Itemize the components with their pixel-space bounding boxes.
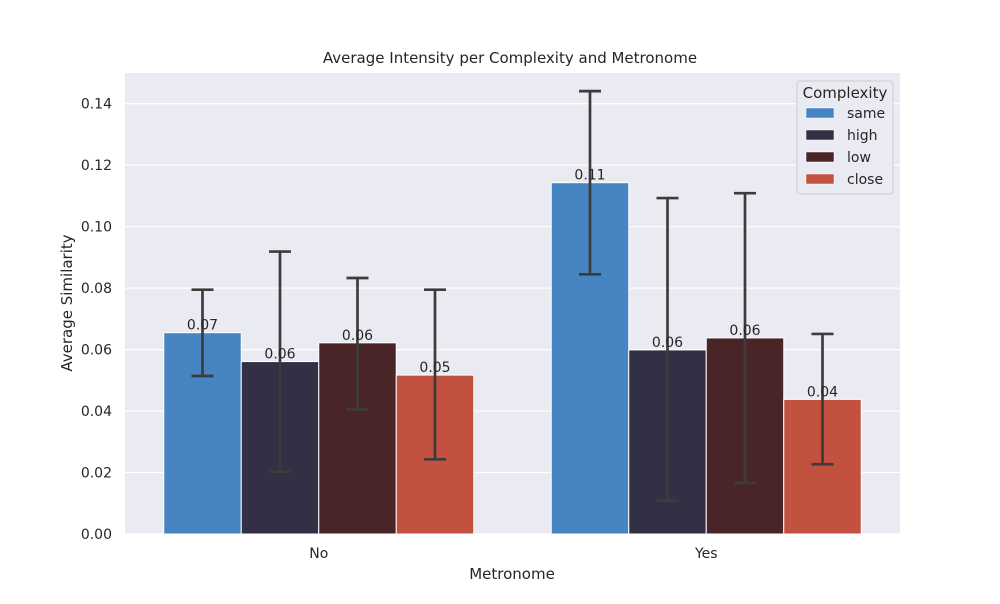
data-label: 0.06	[342, 328, 373, 344]
y-tick-label: 0.10	[81, 220, 112, 236]
legend-label: same	[847, 106, 885, 122]
data-label: 0.04	[807, 384, 838, 400]
y-tick-label: 0.14	[81, 97, 112, 113]
data-labels: 0.07 0.11 0.06 0.06 0.06 0.06 0.05 0.04	[187, 168, 838, 401]
y-tick-label: 0.12	[81, 158, 112, 174]
y-tick-label: 0.08	[81, 281, 112, 297]
x-axis-title: Metronome	[469, 565, 555, 583]
y-tick-label: 0.00	[81, 527, 112, 543]
y-axis-title: Average Similarity	[58, 234, 76, 371]
data-label: 0.06	[652, 335, 683, 351]
data-label: 0.05	[419, 360, 450, 376]
x-tick-label: No	[309, 546, 328, 562]
data-label: 0.11	[574, 168, 605, 184]
y-tick-label: 0.04	[81, 404, 112, 420]
data-label: 0.06	[729, 323, 760, 339]
bars	[163, 182, 862, 535]
y-tick-label: 0.06	[81, 343, 112, 359]
x-axis-ticks: No Yes	[309, 546, 717, 562]
error-bars	[191, 89, 834, 502]
x-tick-label: Yes	[694, 546, 718, 562]
data-label: 0.07	[187, 318, 218, 334]
legend-swatch	[805, 173, 835, 185]
legend-swatch	[805, 151, 835, 163]
legend-label: high	[847, 128, 878, 144]
legend: Complexity same high low close	[796, 80, 894, 195]
y-axis-ticks: 0.00 0.02 0.04 0.06 0.08 0.10 0.12 0.14	[81, 97, 112, 543]
legend-items: same high low close	[805, 106, 885, 188]
chart-title: Average Intensity per Complexity and Met…	[323, 49, 697, 67]
legend-label: low	[847, 150, 871, 166]
legend-swatch	[805, 107, 835, 119]
legend-title: Complexity	[803, 84, 888, 102]
y-tick-label: 0.02	[81, 466, 112, 482]
legend-swatch	[805, 129, 835, 141]
data-label: 0.06	[264, 347, 295, 363]
legend-label: close	[847, 172, 883, 188]
